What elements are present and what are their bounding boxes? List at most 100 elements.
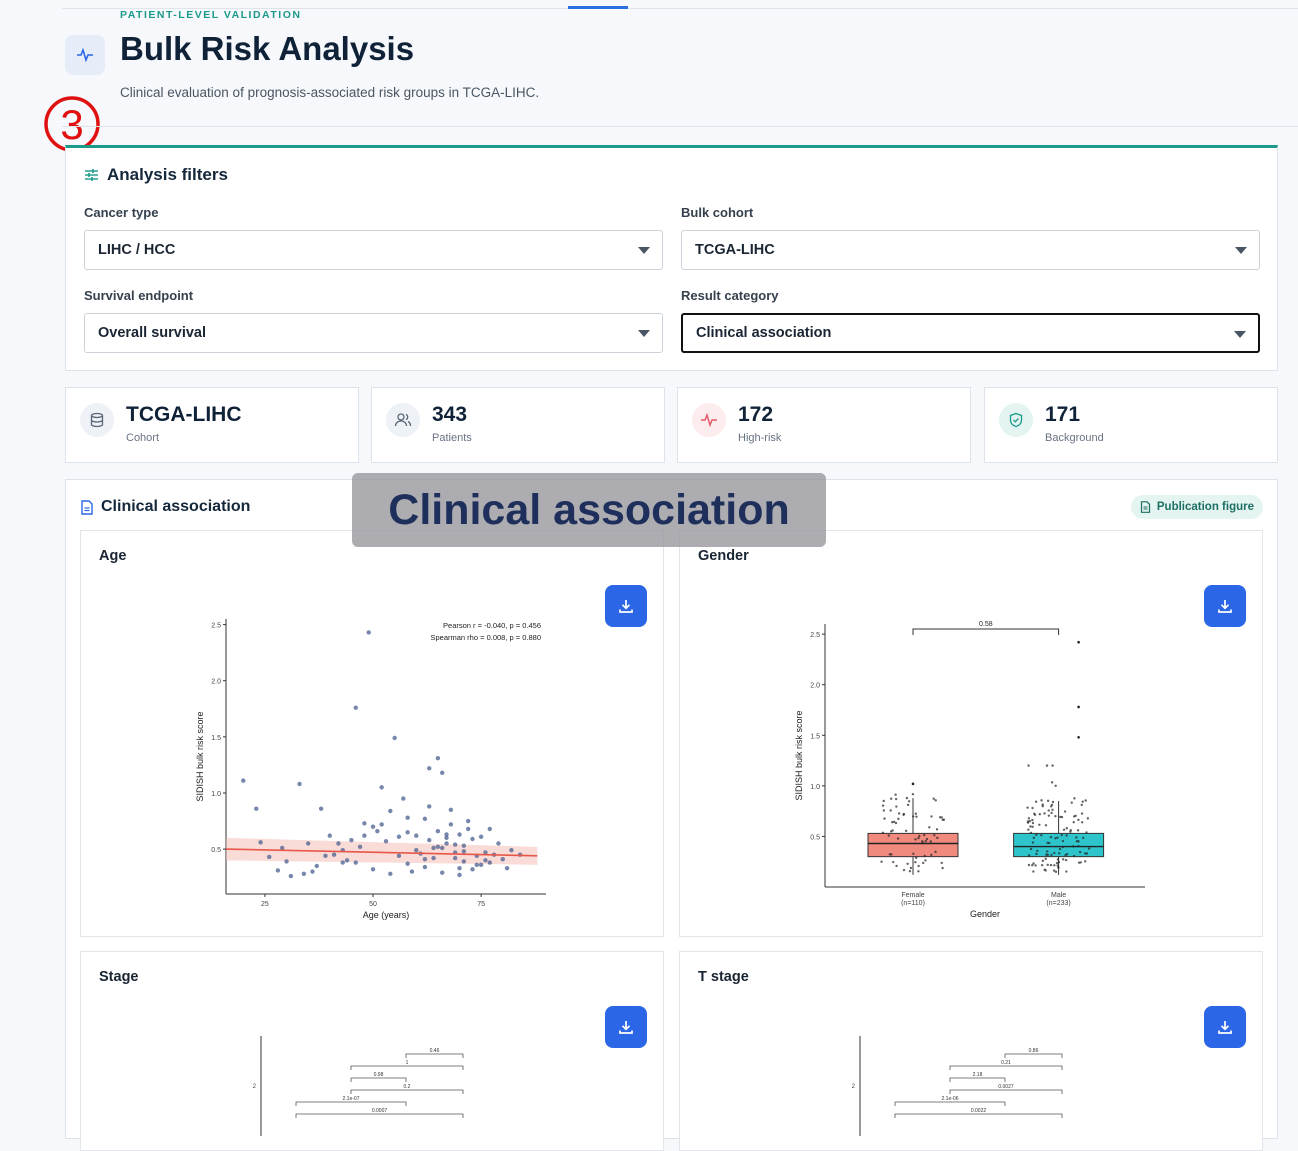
- jitter-point: [938, 816, 942, 819]
- significance-bracket: [894, 1113, 1063, 1118]
- bulk-cohort-select[interactable]: TCGA-LIHC: [681, 230, 1260, 270]
- jitter-point: [1046, 799, 1050, 803]
- jitter-point: [932, 797, 935, 800]
- x-tick-label: 75: [477, 901, 485, 908]
- scatter-point: [465, 826, 471, 832]
- jitter-point: [1031, 864, 1034, 867]
- scatter-point: [275, 868, 281, 873]
- jitter-point: [902, 868, 906, 872]
- cancer-type-select[interactable]: LIHC / HCC: [84, 230, 663, 270]
- jitter-point: [936, 836, 939, 840]
- download-button[interactable]: [1204, 585, 1246, 627]
- significance-bracket: [295, 1101, 407, 1106]
- jitter-point: [1084, 860, 1087, 863]
- scatter-point: [504, 865, 510, 871]
- publication-figure-badge[interactable]: Publication figure: [1130, 495, 1263, 519]
- bulk-cohort-value: TCGA-LIHC: [695, 242, 775, 258]
- survival-endpoint-select[interactable]: Overall survival: [84, 313, 663, 353]
- jitter-point: [1034, 864, 1037, 867]
- jitter-point: [1072, 821, 1075, 824]
- jitter-point: [895, 864, 898, 868]
- p-value-label: 0.86: [1029, 1048, 1039, 1054]
- t-stage-chart-card: T stage 2 0.86 0.21 2.18 0.0027 2.1e-06 0.0022: [679, 951, 1263, 1151]
- scatter-point: [297, 781, 302, 787]
- jitter-point: [1077, 861, 1081, 864]
- stage-chart-card: Stage 2 0.46 1 0.98 0.2 2.1e-07 0.0007: [80, 951, 664, 1151]
- stat-label: High-risk: [738, 432, 782, 444]
- scatter-point: [470, 836, 475, 842]
- result-category-value: Clinical association: [696, 325, 832, 341]
- t-stage-bracket-plot: 2 0.86 0.21 2.18 0.0027 2.1e-06 0.0022: [852, 1036, 1063, 1136]
- scatter-point: [431, 855, 436, 861]
- scatter-point: [392, 735, 397, 741]
- download-button[interactable]: [1204, 1006, 1246, 1048]
- jitter-point: [1034, 800, 1038, 803]
- y-tick-label: 2: [852, 1084, 856, 1090]
- jitter-point: [1082, 836, 1085, 840]
- jitter-point: [1038, 823, 1041, 826]
- scatter-point: [288, 873, 294, 879]
- download-button[interactable]: [605, 585, 647, 627]
- scatter-point: [440, 870, 445, 875]
- scatter-point: [357, 844, 363, 850]
- significance-bracket: [949, 1089, 1063, 1094]
- jitter-point: [1054, 784, 1057, 788]
- jitter-point: [897, 812, 901, 815]
- p-value-label: 0.0022: [971, 1108, 987, 1114]
- significance-bracket: [295, 1113, 464, 1118]
- jitter-point: [1087, 847, 1091, 850]
- filters-header: Analysis filters: [84, 165, 228, 185]
- scatter-point: [353, 860, 358, 865]
- scatter-point: [465, 818, 471, 824]
- clinical-association-panel: Clinical association Publication figure …: [65, 479, 1278, 1151]
- jitter-point: [940, 861, 943, 865]
- correlation-annotation: Pearson r = -0.040, p = 0.456: [443, 621, 541, 630]
- users-icon: [386, 403, 420, 437]
- scatter-point: [344, 858, 350, 863]
- download-icon: [1218, 1021, 1232, 1034]
- scatter-point: [349, 837, 354, 843]
- jitter-point: [1049, 805, 1053, 808]
- jitter-point: [1041, 859, 1045, 863]
- jitter-point: [888, 853, 892, 856]
- scatter-point: [414, 848, 419, 853]
- jitter-point: [914, 812, 918, 815]
- jitter-point: [1032, 836, 1036, 840]
- result-category-select[interactable]: Clinical association: [681, 313, 1260, 353]
- jitter-point: [880, 860, 883, 863]
- significance-bracket: [350, 1077, 407, 1082]
- download-button[interactable]: [605, 1006, 647, 1048]
- stat-card-high-risk: 172 High-risk: [677, 387, 971, 463]
- jitter-point: [930, 853, 933, 857]
- stat-card-cohort: TCGA-LIHC Cohort: [65, 387, 359, 463]
- jitter-point: [892, 820, 896, 824]
- scatter-point: [509, 848, 514, 853]
- jitter-point: [890, 797, 893, 800]
- card-title: Gender: [698, 548, 749, 564]
- age-scatter-plot: 0.5 1.0 1.5 2.0 2.5 25 50 75 Age (years) SIDISH b…: [195, 619, 546, 920]
- jitter-point: [1047, 814, 1051, 817]
- jitter-point: [889, 809, 892, 812]
- scatter-point: [388, 871, 393, 876]
- jitter-point: [887, 834, 890, 837]
- jitter-point: [1046, 863, 1049, 867]
- bulk-cohort-label: Bulk cohort: [681, 205, 754, 220]
- jitter-point: [1061, 858, 1065, 861]
- scatter-point: [474, 862, 480, 868]
- jitter-point: [881, 804, 885, 807]
- x-tick-label: (n=110): [901, 900, 925, 907]
- y-tick-label: 2.0: [810, 683, 820, 690]
- jitter-point: [894, 793, 897, 796]
- jitter-point: [1086, 817, 1090, 820]
- scatter-point: [483, 850, 488, 855]
- scatter-point: [457, 832, 462, 837]
- jitter-point: [1041, 803, 1044, 806]
- jitter-point: [1061, 839, 1065, 843]
- jitter-point: [1059, 815, 1062, 819]
- jitter-point: [1076, 829, 1080, 832]
- section-overlay-label: Clinical association: [352, 473, 826, 547]
- jitter-point: [1040, 863, 1044, 867]
- outlier-point: [1077, 705, 1080, 709]
- scatter-point: [305, 841, 311, 846]
- scatter-point: [422, 864, 428, 870]
